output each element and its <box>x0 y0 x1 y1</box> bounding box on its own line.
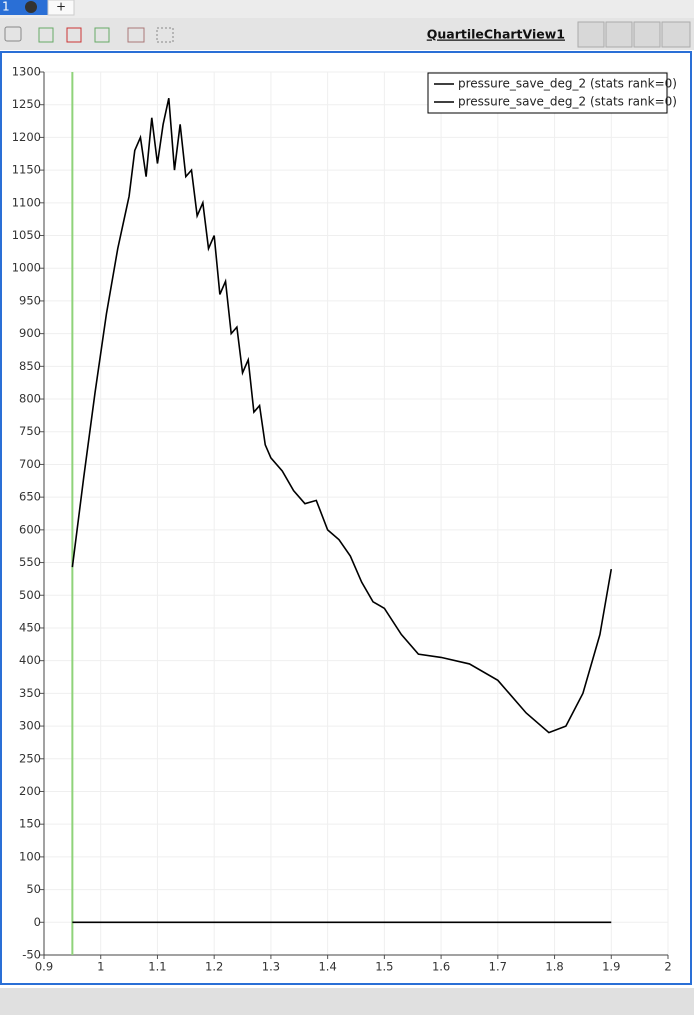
close-view-button[interactable] <box>661 21 691 48</box>
x-tick-label: 1.7 <box>489 960 507 974</box>
y-tick-label: 800 <box>19 392 41 406</box>
y-tick-label: 550 <box>19 555 41 569</box>
new-tab[interactable] <box>47 0 75 16</box>
tab-label: 1 <box>2 0 10 14</box>
y-tick-label: 250 <box>19 751 41 765</box>
y-tick-label: 500 <box>19 588 41 602</box>
y-tick-label: 300 <box>19 719 41 733</box>
legend-label: pressure_save_deg_2 (stats rank=0) <box>458 95 677 109</box>
y-tick-label: 100 <box>19 849 41 863</box>
box-select-button[interactable] <box>156 27 174 43</box>
remove-button[interactable] <box>66 27 82 43</box>
y-tick-label: 400 <box>19 653 41 667</box>
view-title: QuartileChartView1 <box>427 27 565 42</box>
tab-bar <box>0 0 694 18</box>
chart-frame <box>0 51 692 985</box>
maximize-button[interactable] <box>633 21 661 48</box>
y-tick-label: 1150 <box>12 163 41 177</box>
y-tick-label: 850 <box>19 359 41 373</box>
new-tab-label: + <box>56 0 66 14</box>
y-tick-label: 1300 <box>12 65 41 79</box>
y-tick-label: 1250 <box>12 97 41 111</box>
y-tick-label: 200 <box>19 784 41 798</box>
y-tick-label: 700 <box>19 457 41 471</box>
legend-label: pressure_save_deg_2 (stats rank=0) <box>458 77 677 91</box>
split-v-button[interactable] <box>605 21 633 48</box>
x-tick-label: 1.6 <box>432 960 450 974</box>
add-button[interactable] <box>38 27 54 43</box>
y-tick-label: 950 <box>19 293 41 307</box>
x-tick-label: 1.2 <box>205 960 223 974</box>
x-tick-label: 1.1 <box>148 960 166 974</box>
legend-box <box>427 72 668 114</box>
status-bar <box>0 988 694 1015</box>
y-tick-label: 1000 <box>12 261 41 275</box>
series-line <box>71 97 613 734</box>
x-tick-label: 1.8 <box>545 960 563 974</box>
y-tick-label: 450 <box>19 620 41 634</box>
x-tick-label: 2 <box>664 960 671 974</box>
y-tick-label: -50 <box>22 948 41 962</box>
camera-button[interactable] <box>4 26 22 42</box>
y-tick-label: 150 <box>19 817 41 831</box>
zoom-button[interactable] <box>94 27 110 43</box>
select-button[interactable] <box>127 27 145 43</box>
y-tick-label: 1050 <box>12 228 41 242</box>
y-tick-label: 650 <box>19 490 41 504</box>
y-tick-label: 350 <box>19 686 41 700</box>
y-tick-label: 1200 <box>12 130 41 144</box>
y-tick-label: 50 <box>26 882 41 896</box>
x-tick-label: 1 <box>97 960 104 974</box>
y-tick-label: 600 <box>19 522 41 536</box>
split-h-button[interactable] <box>577 21 605 48</box>
y-tick-label: 900 <box>19 326 41 340</box>
x-tick-label: 1.5 <box>375 960 393 974</box>
y-tick-label: 0 <box>34 915 41 929</box>
x-tick-label: 1.9 <box>602 960 620 974</box>
tab-close[interactable] <box>25 1 37 13</box>
x-tick-label: 1.3 <box>262 960 280 974</box>
plot: -50 0 50 100 150 200 250 300 350 400 450 500 550 600 6… <box>12 65 677 974</box>
x-tick-label: 1.4 <box>318 960 336 974</box>
x-tick-label: 0.9 <box>35 960 53 974</box>
y-tick-label: 750 <box>19 424 41 438</box>
y-tick-label: 1100 <box>12 195 41 209</box>
